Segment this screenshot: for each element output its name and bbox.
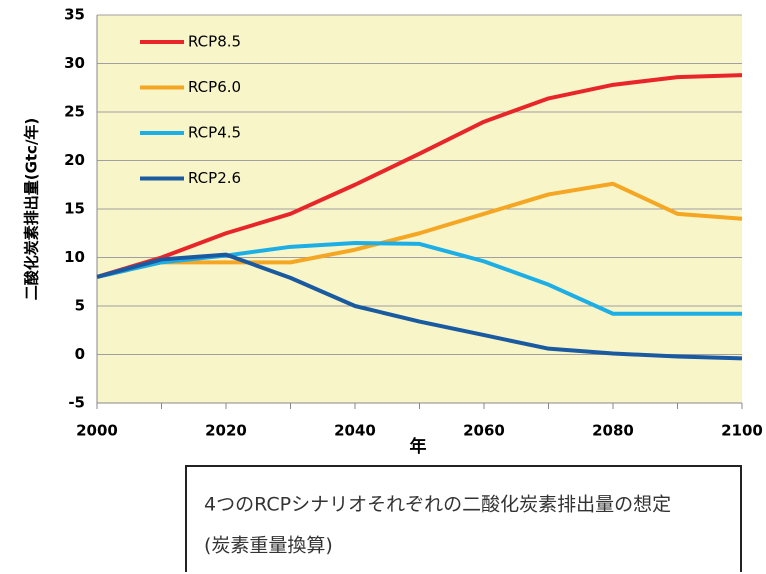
y-tick-label: -5 [68,394,85,412]
y-tick-label: 20 [64,151,85,169]
caption-line: 4つのRCPシナリオそれぞれの二酸化炭素排出量の想定 [204,494,671,516]
y-tick-label: 15 [64,200,85,218]
series-line [96,252,743,361]
y-tick-label: 35 [64,6,85,24]
x-tick-label: 2000 [76,422,118,440]
legend-label: RCP6.0 [188,78,241,96]
series-line [96,73,743,279]
y-axis-label: 二酸化炭素排出量(Gtc/年) [23,118,41,301]
y-tick-label: 10 [64,248,85,266]
y-tick-label: 0 [75,345,85,363]
caption-box [185,465,742,572]
y-tick-label: 30 [64,54,85,72]
caption-line: (炭素重量換算) [204,535,333,557]
y-tick-label: 5 [75,297,85,315]
x-tick-label: 2020 [205,422,247,440]
x-tick-label: 2060 [463,422,505,440]
legend-label: RCP2.6 [188,169,241,187]
legend-label: RCP8.5 [188,33,241,51]
x-tick-label: 2040 [334,422,376,440]
x-axis-label: 年 [410,436,427,457]
legend-label: RCP4.5 [188,124,241,142]
x-tick-label: 2080 [592,422,634,440]
series-line [96,181,743,279]
x-tick-label: 2100 [721,422,763,440]
y-tick-label: 25 [64,103,85,121]
